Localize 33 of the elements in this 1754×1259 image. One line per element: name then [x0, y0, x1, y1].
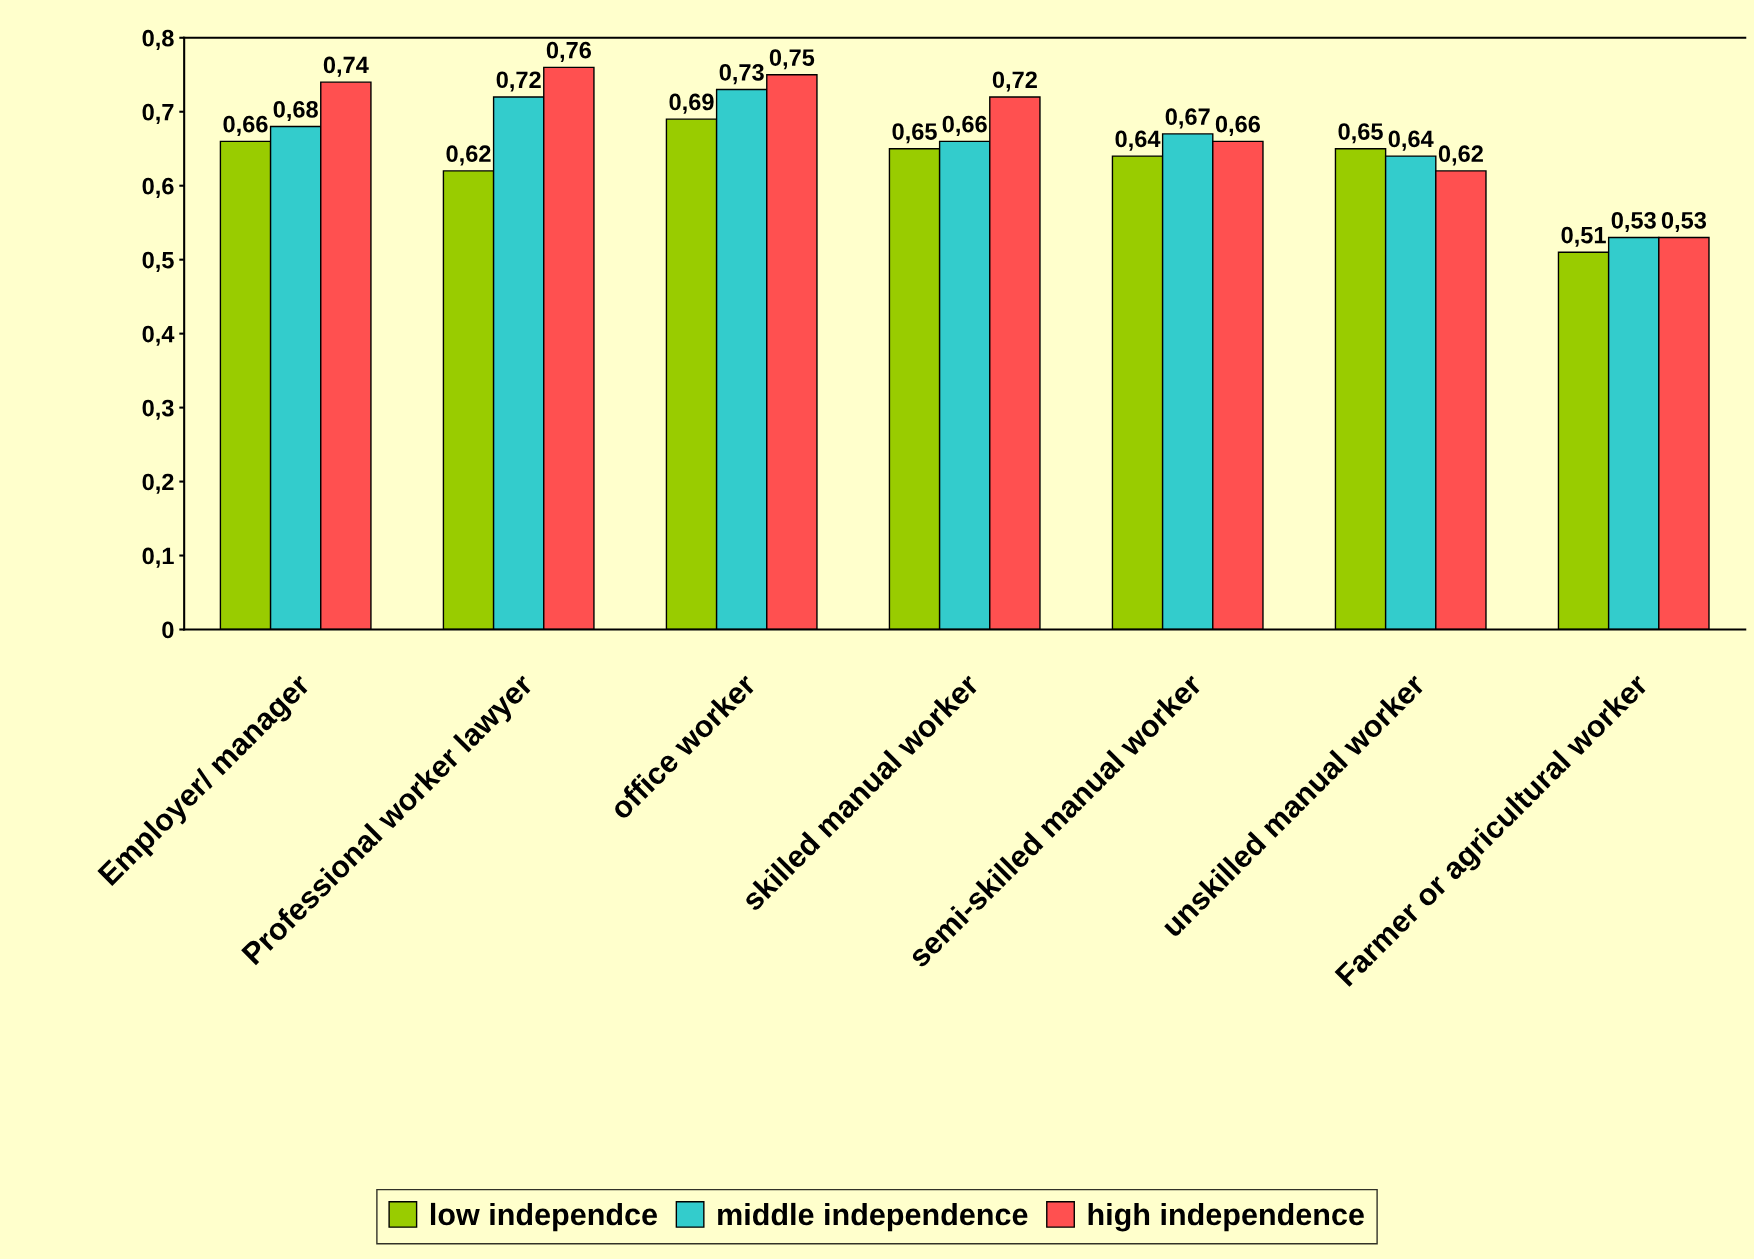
data-label: 0,65	[1338, 123, 1383, 144]
data-label: 0,62	[1438, 145, 1483, 166]
data-label: 0,53	[1611, 211, 1656, 233]
y-tick-label: 0	[162, 621, 174, 639]
y-tick-label: 0,6	[142, 177, 174, 198]
data-label: 0,75	[769, 49, 815, 70]
data-label: 0,66	[223, 115, 268, 136]
legend-label: middle independence	[718, 1202, 1028, 1232]
data-label: 0,76	[546, 41, 591, 62]
y-tick-label: 0,4	[142, 325, 175, 346]
data-label: 0,68	[273, 100, 318, 122]
data-label: 0,65	[892, 123, 937, 144]
y-tick-label: 0,1	[142, 547, 174, 568]
data-label: 0,72	[992, 71, 1037, 92]
y-tick-label: 0,3	[142, 399, 174, 420]
data-label: 0,67	[1165, 108, 1210, 129]
data-label: 0,62	[446, 145, 491, 166]
y-tick-label: 0,7	[142, 103, 174, 124]
data-label: 0,66	[942, 115, 987, 136]
data-label: 0,51	[1561, 226, 1606, 247]
legend-label: low independce	[430, 1202, 657, 1232]
y-tick-label: 0,5	[142, 251, 174, 272]
y-tick-label: 0,8	[142, 29, 174, 50]
data-label: 0,64	[1388, 130, 1434, 151]
data-label: 0,66	[1215, 115, 1261, 136]
data-label: 0,69	[669, 93, 714, 114]
data-label: 0,64	[1115, 130, 1161, 151]
data-label: 0,74	[323, 56, 369, 77]
legend-label: high independence	[1088, 1202, 1364, 1232]
y-tick-label: 0,2	[142, 473, 174, 494]
data-label: 0,72	[496, 71, 541, 92]
data-label: 0,73	[719, 63, 764, 85]
data-label: 0,53	[1661, 211, 1707, 233]
